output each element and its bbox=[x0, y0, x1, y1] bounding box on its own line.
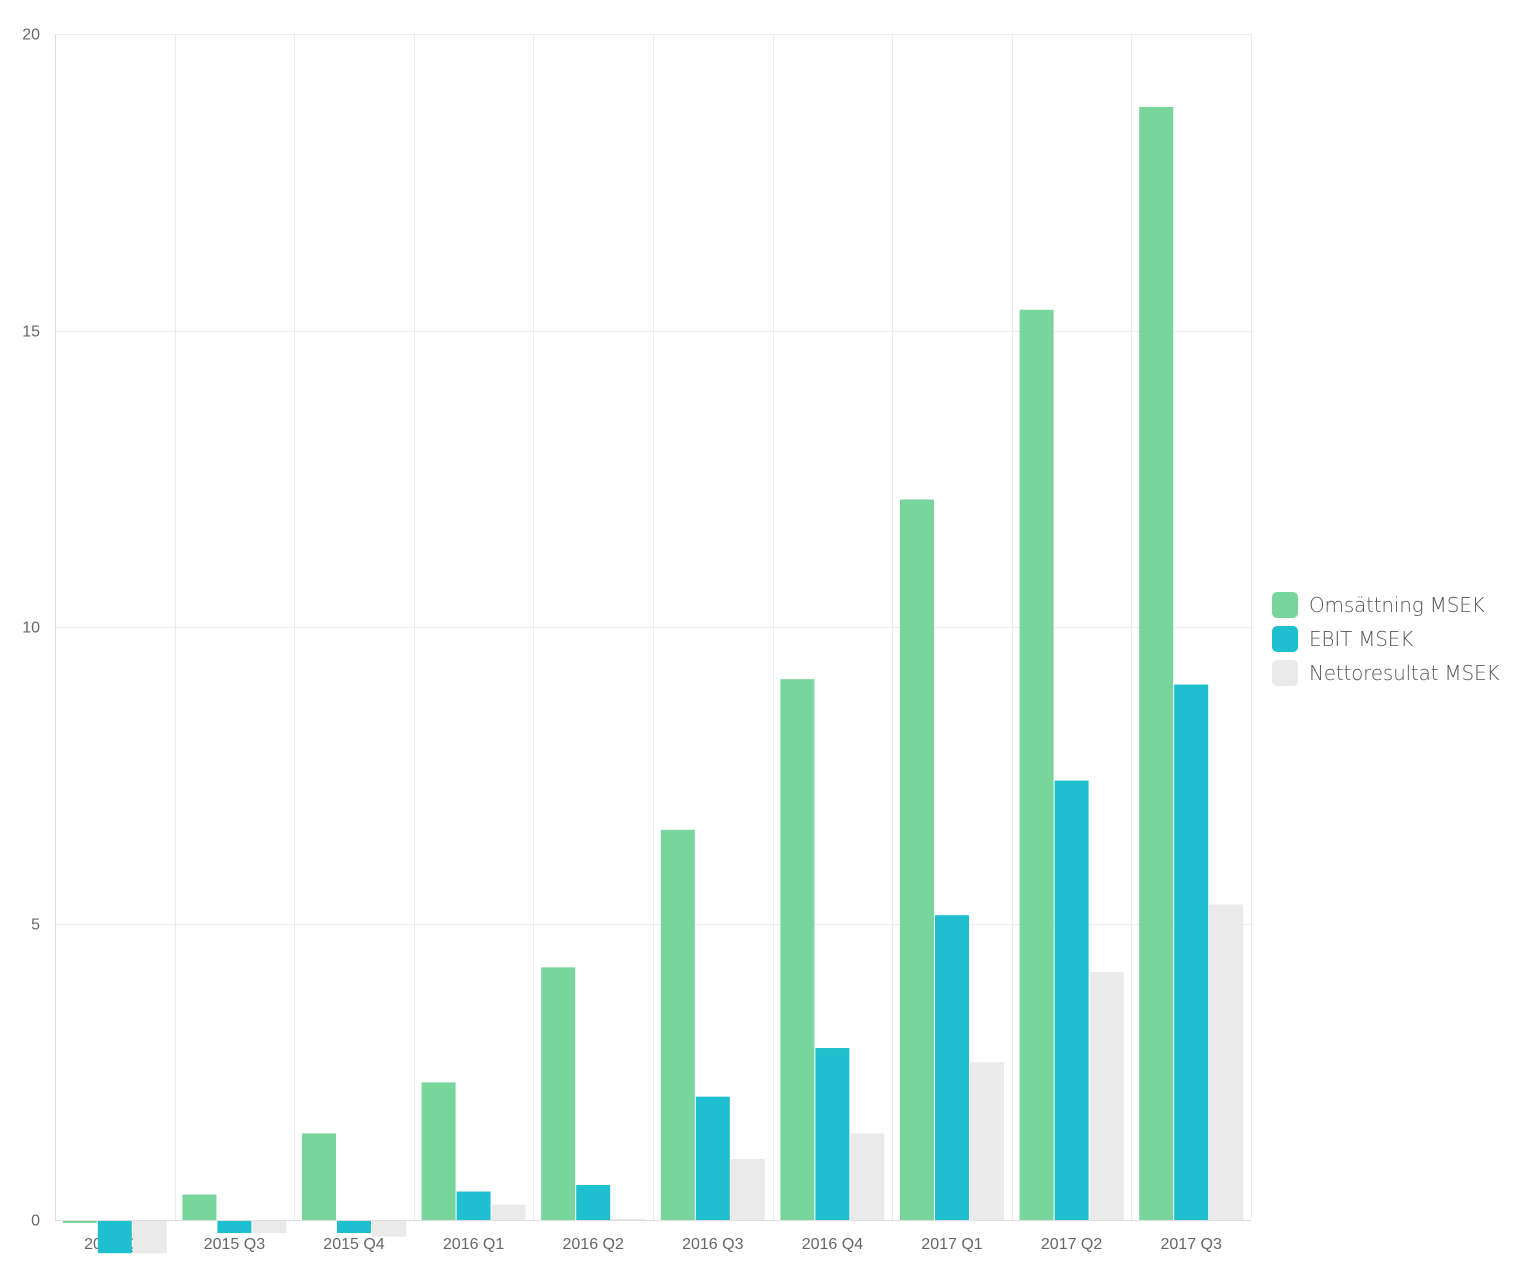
bar-oms-ttning-msek-0 bbox=[62, 1220, 97, 1223]
bar-ebit-msek-2 bbox=[337, 1220, 371, 1234]
tick-labels: 0 5 10 15 20 bbox=[22, 27, 40, 1230]
x-tick-label: 2015 Q3 bbox=[204, 1236, 265, 1253]
bar-nettoresultat-msek-9 bbox=[1209, 904, 1244, 1220]
x-tick-label: 2016 Q2 bbox=[563, 1236, 624, 1253]
bar-nettoresultat-msek-6 bbox=[850, 1133, 885, 1220]
bar-ebit-msek-3 bbox=[456, 1191, 491, 1220]
bar-oms-ttning-msek-3 bbox=[421, 1082, 456, 1220]
y-tick-label: 15 bbox=[22, 324, 40, 341]
bars bbox=[62, 106, 1244, 1254]
y-tick-label: 10 bbox=[22, 620, 40, 637]
bar-oms-ttning-msek-8 bbox=[1019, 309, 1054, 1220]
bar-oms-ttning-msek-2 bbox=[302, 1133, 336, 1220]
x-tick-label: 2016 Q1 bbox=[443, 1236, 504, 1253]
bar-oms-ttning-msek-5 bbox=[660, 829, 695, 1220]
bar-ebit-msek-5 bbox=[695, 1096, 730, 1220]
x-tick-label: 2017 Q1 bbox=[921, 1236, 982, 1253]
y-tick-label: 5 bbox=[31, 917, 40, 934]
x-tick-label: 2016 Q3 bbox=[682, 1236, 743, 1253]
x-tick-label: 2017 Q2 bbox=[1041, 1236, 1102, 1253]
bar-nettoresultat-msek-3 bbox=[491, 1204, 526, 1220]
legend-label: Omsättning MSEK bbox=[1309, 593, 1485, 617]
legend-item[interactable]: Nettoresultat MSEK bbox=[1272, 656, 1500, 690]
axes bbox=[55, 34, 1251, 1221]
bar-oms-ttning-msek-4 bbox=[541, 967, 576, 1220]
bar-oms-ttning-msek-6 bbox=[780, 679, 815, 1220]
y-tick-label: 0 bbox=[31, 1213, 40, 1230]
bar-nettoresultat-msek-5 bbox=[730, 1158, 765, 1220]
bar-nettoresultat-msek-2 bbox=[372, 1220, 406, 1237]
x-tick-label: 2016 Q4 bbox=[802, 1236, 863, 1253]
x-tick-label: 2017 Q3 bbox=[1161, 1236, 1222, 1253]
bar-ebit-msek-6 bbox=[815, 1048, 850, 1220]
y-tick-label: 20 bbox=[22, 27, 40, 44]
bar-ebit-msek-8 bbox=[1054, 780, 1089, 1220]
bar-ebit-msek-7 bbox=[935, 915, 969, 1220]
legend-swatch bbox=[1272, 660, 1298, 686]
bar-ebit-msek-9 bbox=[1174, 684, 1209, 1220]
legend-label: EBIT MSEK bbox=[1309, 627, 1414, 651]
bar-nettoresultat-msek-1 bbox=[252, 1220, 287, 1234]
bar-oms-ttning-msek-9 bbox=[1139, 106, 1174, 1221]
bar-nettoresultat-msek-7 bbox=[970, 1062, 1004, 1220]
bar-ebit-msek-4 bbox=[576, 1185, 611, 1220]
bar-nettoresultat-msek-4 bbox=[611, 1218, 646, 1220]
bar-ebit-msek-1 bbox=[217, 1220, 252, 1234]
legend: Omsättning MSEK EBIT MSEK Nettoresultat MS… bbox=[1272, 588, 1500, 690]
legend-item[interactable]: EBIT MSEK bbox=[1272, 622, 1499, 656]
legend-swatch bbox=[1272, 592, 1298, 618]
bar-oms-ttning-msek-7 bbox=[900, 499, 934, 1220]
bar-nettoresultat-msek-8 bbox=[1089, 972, 1124, 1220]
x-tick-label: 2015 Q4 bbox=[323, 1236, 384, 1253]
legend-label: Nettoresultat MSEK bbox=[1309, 661, 1500, 685]
bar-ebit-msek-0 bbox=[97, 1220, 132, 1254]
bar-oms-ttning-msek-1 bbox=[182, 1194, 217, 1220]
legend-swatch bbox=[1272, 626, 1298, 652]
legend-item[interactable]: Omsättning MSEK bbox=[1272, 588, 1499, 622]
bar-nettoresultat-msek-0 bbox=[132, 1220, 167, 1254]
